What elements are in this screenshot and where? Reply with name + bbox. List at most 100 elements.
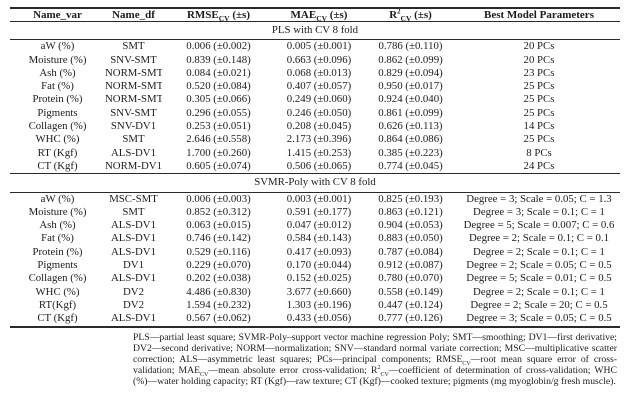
cell-best_model_parameters: Degree = 3; Scale = 0.05; C = 0.5 xyxy=(466,312,612,325)
cell-best_model_parameters: 25 PCs xyxy=(523,133,555,146)
cell-name_var: Pigments xyxy=(37,259,78,272)
cell-name_var: Ash (%) xyxy=(39,66,76,79)
cell-best_model_parameters: Degree = 3; Scale = 0.05; C = 1.3 xyxy=(466,192,612,205)
cell-rmse_cv: 2.646 (±0.558) xyxy=(186,133,251,146)
cell-name_df: DV2 xyxy=(123,298,144,311)
table-row: CT (Kgf) NORM-DV1 0.605 (±0.074) 0.506 (±0.… xyxy=(10,160,620,174)
cell-best_model_parameters: 14 PCs xyxy=(523,120,555,133)
cell-name_var: Collagen (%) xyxy=(28,120,87,133)
cell-mae_cv: 0.417 (±0.093) xyxy=(286,245,352,258)
table-row: Pigments DV1 0.229 (±0.070) 0.170 (±0.044) 0… xyxy=(10,259,620,272)
cell-name_var: aW (%) xyxy=(40,192,75,205)
cell-name_var: aW (%) xyxy=(40,40,75,53)
section-header-row: PLS with CV 8 fold xyxy=(10,20,620,41)
cell-best_model_parameters: Degree = 2; Scale = 0.1; C = 1 xyxy=(473,245,605,258)
table-row: Protein (%) ALS-DV1 0.529 (±0.116) 0.417 (±… xyxy=(10,246,620,259)
section-title: PLS with CV 8 fold xyxy=(10,20,620,41)
cell-best_model_parameters: Degree = 2; Scale = 0.1; C = 0.1 xyxy=(468,232,609,245)
table-row: aW (%) MSC-SMT 0.006 (±0.003) 0.003 (±0.001… xyxy=(10,192,620,206)
cell-mae_cv: 0.003 (±0.001) xyxy=(286,192,352,205)
table-row: Pigments SNV-SMT 0.296 (±0.055) 0.246 (±0.0… xyxy=(10,107,620,120)
cell-rmse_cv: 0.520 (±0.084) xyxy=(186,80,251,93)
cell-name_df: SMT xyxy=(122,133,145,146)
cell-name_df: NORM-SMT xyxy=(105,80,162,93)
cell-name_var: CT (Kgf) xyxy=(37,312,78,325)
cell-rmse_cv: 0.839 (±0.148) xyxy=(186,53,251,66)
column-header-r2-cv: R2CV (±s) xyxy=(363,8,458,22)
column-header-name-df: Name_df xyxy=(105,8,162,22)
cell-name_var: Fat (%) xyxy=(41,232,74,245)
section-header-row: SVMR-Poly with CV 8 fold xyxy=(10,173,620,193)
cell-name_df: ALS-DV1 xyxy=(111,245,156,258)
cell-rmse_cv: 1.594 (±0.232) xyxy=(186,298,251,311)
cell-mae_cv: 1.303 (±0.196) xyxy=(286,298,352,311)
table-row: Moisture (%) SNV-SMT 0.839 (±0.148) 0.663 (… xyxy=(10,54,620,67)
column-header-best-model-parameters: Best Model Parameters xyxy=(458,8,620,22)
cell-rmse_cv: 0.605 (±0.074) xyxy=(186,159,251,172)
cell-r2_cv: 0.780 (±0.070) xyxy=(378,272,443,285)
cell-rmse_cv: 0.305 (±0.066) xyxy=(186,93,251,106)
cell-name_df: NORM-SMT xyxy=(105,93,162,106)
column-header-rmse-cv: RMSECV (±s) xyxy=(162,8,275,22)
table-row: Ash (%) NORM-SMT 0.084 (±0.021) 0.068 (±0.0… xyxy=(10,67,620,80)
cell-name_var: Fat (%) xyxy=(41,80,74,93)
cell-best_model_parameters: 23 PCs xyxy=(523,66,555,79)
cell-name_df: SNV-SMT xyxy=(110,106,157,119)
table-row: CT (Kgf) ALS-DV1 0.567 (±0.062) 0.433 (±0.0… xyxy=(10,312,620,326)
cell-r2_cv: 0.950 (±0.017) xyxy=(378,80,443,93)
cell-best_model_parameters: Degree = 2; Scale = 0.1; C = 1 xyxy=(473,285,605,298)
table-row: Moisture (%) SMT 0.852 (±0.312) 0.591 (±0.1… xyxy=(10,206,620,219)
table-row: aW (%) SMT 0.006 (±0.002) 0.005 (±0.001) 0.7… xyxy=(10,40,620,54)
cell-best_model_parameters: 25 PCs xyxy=(523,106,555,119)
cell-mae_cv: 2.173 (±0.396) xyxy=(286,133,352,146)
cell-mae_cv: 0.047 (±0.012) xyxy=(286,219,352,232)
cell-mae_cv: 0.663 (±0.096) xyxy=(286,53,352,66)
cell-rmse_cv: 0.202 (±0.038) xyxy=(186,272,251,285)
cell-r2_cv: 0.786 (±0.110) xyxy=(378,40,443,53)
cell-rmse_cv: 0.567 (±0.062) xyxy=(186,312,251,325)
cell-name_var: Protein (%) xyxy=(32,93,83,106)
cell-r2_cv: 0.626 (±0.113) xyxy=(378,120,443,133)
cell-rmse_cv: 0.063 (±0.015) xyxy=(186,219,251,232)
cell-name_df: MSC-SMT xyxy=(109,192,158,205)
table-row: Ash (%) ALS-DV1 0.063 (±0.015) 0.047 (±0.01… xyxy=(10,219,620,232)
cell-name_df: NORM-DV1 xyxy=(105,159,162,172)
table-body: PLS with CV 8 fold aW (%) SMT 0.006 (±0.002… xyxy=(10,20,620,327)
cell-mae_cv: 0.005 (±0.001) xyxy=(286,40,352,53)
cell-name_var: Collagen (%) xyxy=(28,272,87,285)
cell-r2_cv: 0.829 (±0.094) xyxy=(378,66,443,79)
cell-name_df: ALS-DV1 xyxy=(111,146,156,159)
cell-mae_cv: 0.170 (±0.044) xyxy=(286,259,352,272)
cell-name_df: SMT xyxy=(122,205,145,218)
cell-r2_cv: 0.912 (±0.087) xyxy=(378,259,443,272)
cell-mae_cv: 0.506 (±0.065) xyxy=(286,159,352,172)
table-footnote: PLS—partial least square; SVMR-Poly–supp… xyxy=(133,332,617,387)
cell-name_df: SNV-SMT xyxy=(110,53,157,66)
column-header-name-var: Name_var xyxy=(10,8,105,22)
cell-rmse_cv: 0.746 (±0.142) xyxy=(186,232,251,245)
header-row: Name_var Name_df RMSECV (±s) MAECV (±s) … xyxy=(10,8,620,22)
cell-name_var: CT (Kgf) xyxy=(37,159,78,172)
table-row: WHC (%) SMT 2.646 (±0.558) 2.173 (±0.396) 0.… xyxy=(10,133,620,146)
results-table-area: Name_var Name_df RMSECV (±s) MAECV (±s) … xyxy=(10,7,620,328)
cell-rmse_cv: 0.852 (±0.312) xyxy=(186,205,251,218)
cell-rmse_cv: 1.700 (±0.260) xyxy=(186,146,251,159)
cell-best_model_parameters: 20 PCs xyxy=(523,40,555,53)
section-title: SVMR-Poly with CV 8 fold xyxy=(10,173,620,193)
cell-rmse_cv: 0.296 (±0.055) xyxy=(186,106,251,119)
table-row: Collagen (%) SNV-DV1 0.253 (±0.051) 0.208 (… xyxy=(10,120,620,133)
table-row: Fat (%) ALS-DV1 0.746 (±0.142) 0.584 (±0.14… xyxy=(10,232,620,245)
cell-name_var: Moisture (%) xyxy=(28,205,87,218)
cell-best_model_parameters: 25 PCs xyxy=(523,93,555,106)
cell-r2_cv: 0.924 (±0.040) xyxy=(378,93,443,106)
cell-best_model_parameters: 25 PCs xyxy=(523,80,555,93)
cell-best_model_parameters: 24 PCs xyxy=(523,159,555,172)
cell-name_df: ALS-DV1 xyxy=(111,232,156,245)
cell-r2_cv: 0.862 (±0.099) xyxy=(378,53,443,66)
cell-r2_cv: 0.385 (±0.223) xyxy=(378,146,443,159)
cell-r2_cv: 0.825 (±0.193) xyxy=(378,192,443,205)
cell-mae_cv: 0.246 (±0.050) xyxy=(286,106,352,119)
cell-r2_cv: 0.558 (±0.149) xyxy=(378,285,443,298)
table-row: Fat (%) NORM-SMT 0.520 (±0.084) 0.407 (±0.0… xyxy=(10,80,620,93)
cell-name_var: WHC (%) xyxy=(35,285,80,298)
